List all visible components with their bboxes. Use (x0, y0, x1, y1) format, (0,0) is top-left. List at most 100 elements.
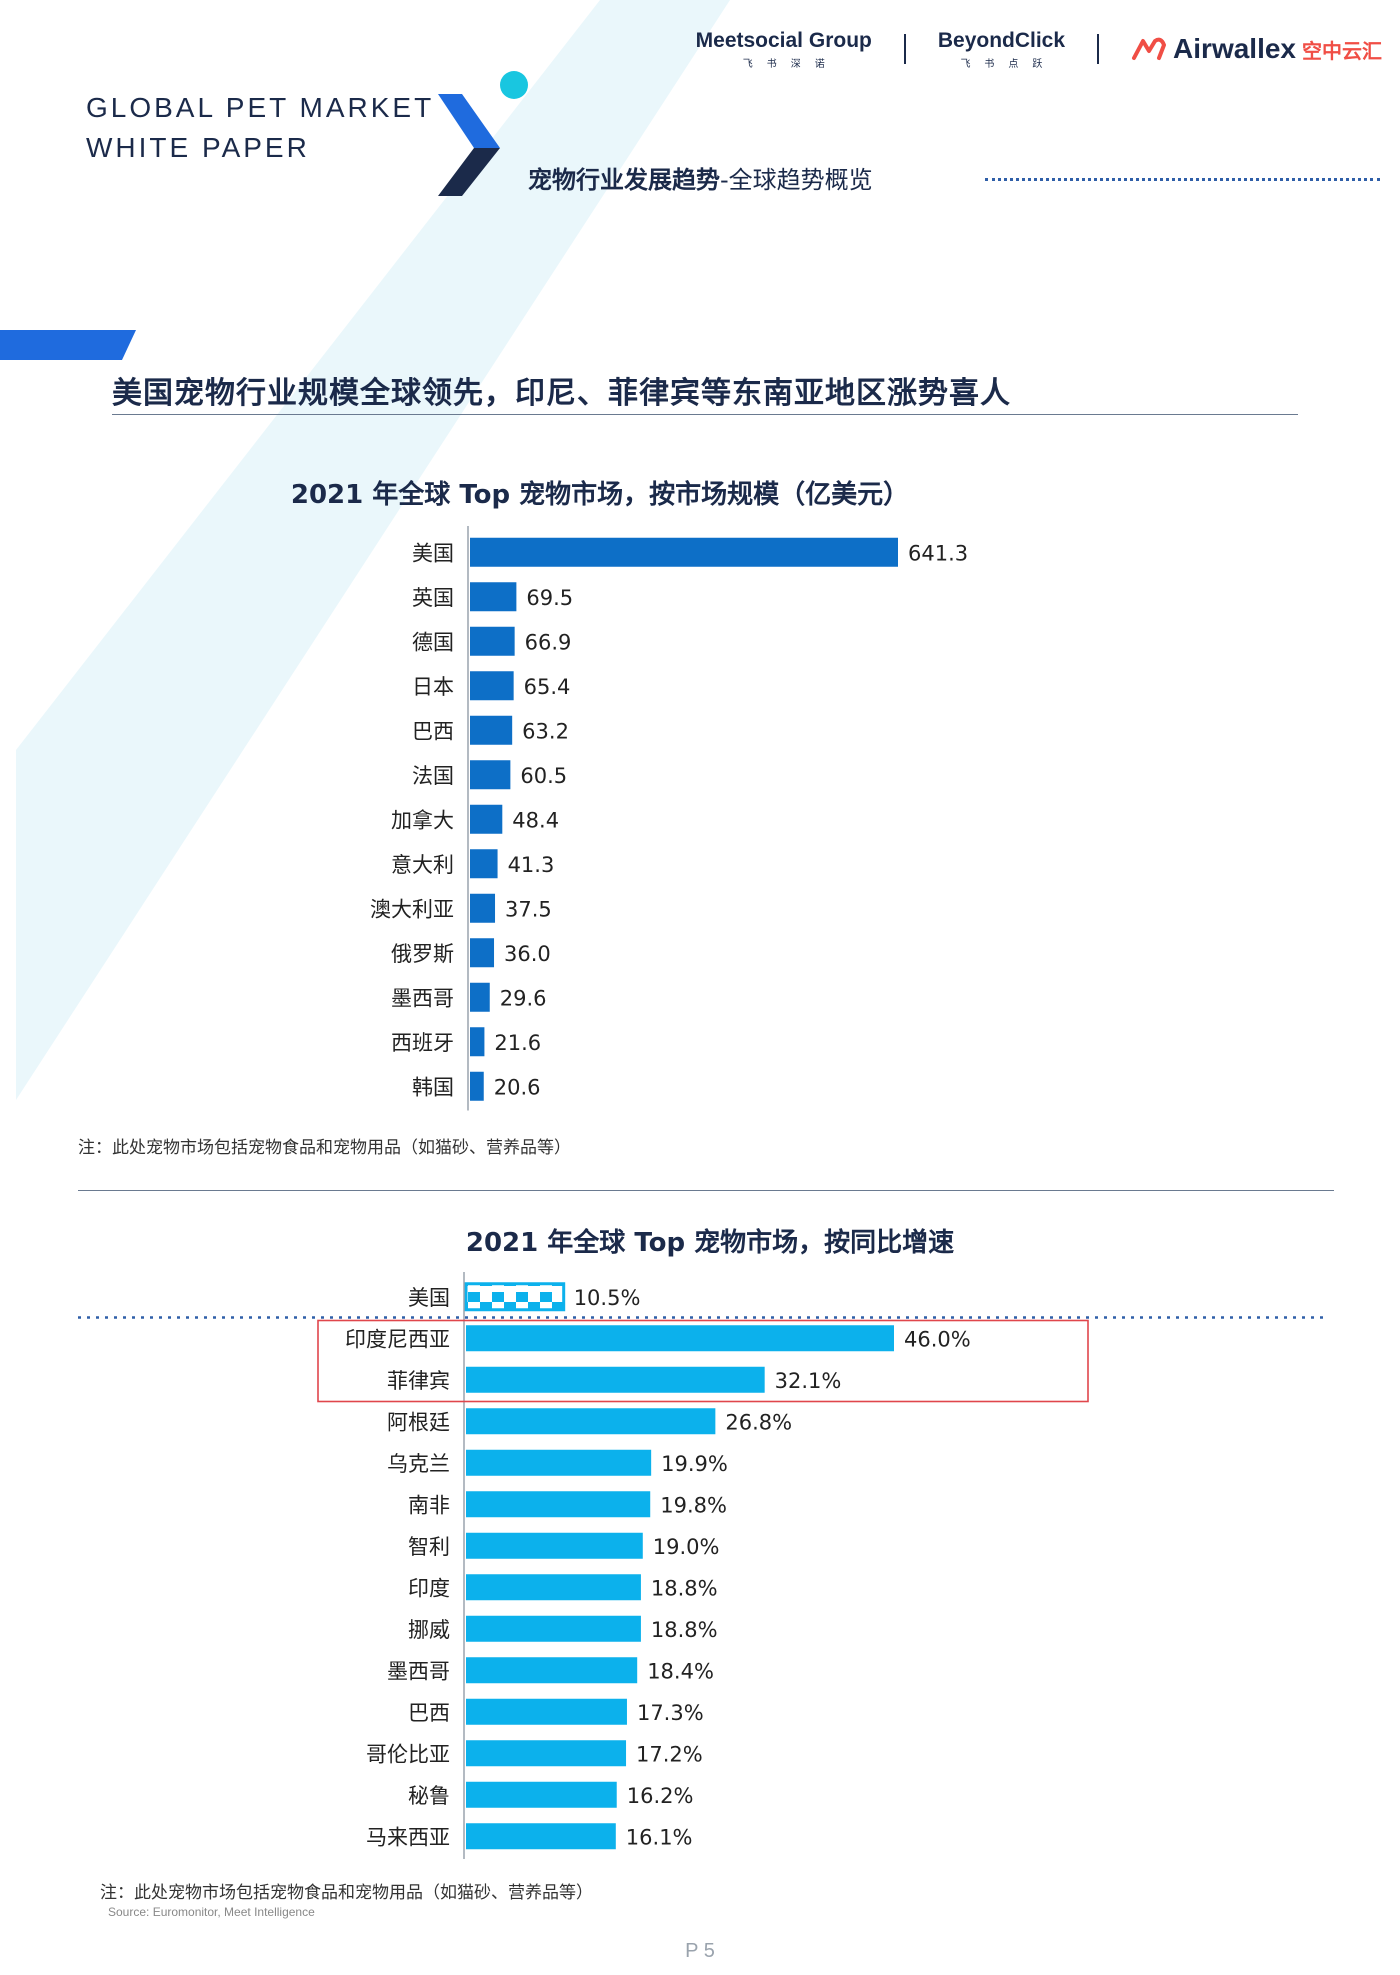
section-dotted-rule (985, 178, 1380, 181)
category-label: 挪威 (408, 1618, 450, 1642)
value-label: 41.3 (508, 853, 555, 877)
meetsocial-logo: Meetsocial Group 飞书深诺 (696, 29, 872, 70)
category-label: 英国 (412, 586, 454, 610)
value-label: 17.3% (637, 1701, 704, 1725)
bar-西班牙 (470, 1027, 485, 1057)
bar-美国 (470, 537, 898, 567)
category-label: 阿根廷 (387, 1410, 450, 1434)
airwallex-logo: Airwallex 空中云汇 (1131, 33, 1382, 65)
category-label: 西班牙 (391, 1031, 454, 1055)
category-label: 韩国 (412, 1075, 454, 1099)
highlight-box (317, 1319, 1089, 1403)
bar-英国 (470, 582, 517, 612)
value-label: 18.8% (651, 1576, 718, 1600)
bar-挪威 (466, 1615, 641, 1642)
category-label: 墨西哥 (387, 1659, 450, 1683)
category-label: 印度尼西亚 (345, 1327, 450, 1351)
airwallex-logo-text: Airwallex (1173, 33, 1296, 64)
value-label: 19.9% (661, 1452, 728, 1476)
value-label: 60.5 (520, 764, 567, 788)
bar-乌克兰 (466, 1449, 652, 1476)
bar-美国 (464, 1282, 566, 1312)
category-label: 巴西 (408, 1701, 450, 1725)
bar-加拿大 (470, 804, 503, 834)
value-label: 21.6 (494, 1031, 541, 1055)
category-label: 南非 (408, 1493, 450, 1517)
airwallex-logo-cn: 空中云汇 (1302, 38, 1382, 63)
value-label: 17.2% (636, 1742, 703, 1766)
chart2-title: 2021 年全球 Top 宠物市场，按同比增速 (465, 1228, 955, 1258)
value-label: 37.5 (505, 897, 552, 921)
main-heading: 美国宠物行业规模全球领先，印尼、菲律宾等东南亚地区涨势喜人 (112, 376, 1011, 411)
white-paper-title: GLOBAL PET MARKET WHITE PAPER (86, 88, 434, 168)
value-label: 48.4 (512, 808, 559, 832)
bar-日本 (470, 671, 514, 701)
bar-法国 (470, 760, 511, 790)
value-label: 36.0 (504, 942, 551, 966)
beyondclick-logo-sub: 飞书点跃 (960, 58, 1057, 70)
value-label: 66.9 (525, 630, 572, 654)
category-label: 俄罗斯 (391, 942, 454, 966)
value-label: 29.6 (500, 986, 547, 1010)
category-label: 美国 (408, 1286, 450, 1310)
value-label: 19.0% (653, 1535, 720, 1559)
bar-马来西亚 (466, 1823, 616, 1850)
value-label: 65.4 (524, 675, 571, 699)
value-label: 19.8% (660, 1493, 727, 1517)
white-paper-title-line2: WHITE PAPER (86, 132, 310, 163)
category-label: 乌克兰 (387, 1452, 450, 1476)
bar-阿根廷 (466, 1408, 716, 1435)
partner-logos: Meetsocial Group 飞书深诺 BeyondClick 飞书点跃 A… (696, 24, 1382, 74)
bar-巴西 (470, 715, 513, 745)
category-label: 菲律宾 (387, 1369, 450, 1393)
value-label: 10.5% (574, 1286, 641, 1310)
chevron-logo-icon (438, 71, 528, 196)
value-label: 16.2% (627, 1784, 694, 1808)
category-label: 法国 (412, 764, 454, 788)
value-label: 32.1% (775, 1369, 842, 1393)
chart-divider (78, 1190, 1334, 1191)
category-label: 秘鲁 (408, 1784, 450, 1808)
growth-rate-chart: 美国 10.5% 印度尼西亚 46.0% 菲律宾 32.1% 阿根廷 26.8% 乌克兰 19.9… (78, 1272, 1325, 1859)
value-label: 26.8% (725, 1410, 792, 1434)
value-label: 641.3 (908, 541, 968, 565)
bar-印度 (466, 1574, 641, 1601)
value-label: 46.0% (904, 1327, 971, 1351)
source-note: Source: Euromonitor, Meet Intelligence (108, 1905, 315, 1919)
main-heading-rule (112, 414, 1298, 415)
bar-意大利 (470, 849, 498, 879)
category-label: 澳大利亚 (370, 897, 454, 921)
chart2-note: 注：此处宠物市场包括宠物食品和宠物用品（如猫砂、营养品等） (100, 1883, 593, 1903)
airwallex-mark-icon (1132, 37, 1167, 60)
section-title-rest: -全球趋势概览 (720, 166, 873, 194)
value-label: 18.4% (647, 1659, 714, 1683)
section-title-strong: 宠物行业发展趋势 (528, 166, 720, 194)
value-label: 16.1% (626, 1825, 693, 1849)
bar-韩国 (470, 1071, 484, 1101)
bar-印度尼西亚 (466, 1325, 894, 1352)
market-size-chart: 美国 641.3 英国 69.5 德国 66.9 日本 65.4 巴西 63.2 法国 60.5 加拿大… (370, 526, 968, 1111)
category-label: 智利 (408, 1535, 450, 1559)
category-label: 美国 (412, 541, 454, 565)
bar-巴西 (466, 1698, 627, 1725)
meetsocial-logo-text: Meetsocial Group (695, 28, 872, 52)
section-title: 宠物行业发展趋势-全球趋势概览 (528, 160, 873, 195)
value-label: 63.2 (522, 719, 569, 743)
bar-俄罗斯 (470, 938, 495, 968)
chart1-note: 注：此处宠物市场包括宠物食品和宠物用品（如猫砂、营养品等） (78, 1138, 571, 1158)
bar-墨西哥 (466, 1657, 638, 1684)
meetsocial-logo-sub: 飞书深诺 (742, 58, 839, 70)
logo-separator (903, 34, 906, 64)
bar-智利 (466, 1532, 643, 1559)
value-label: 69.5 (526, 586, 573, 610)
category-label: 马来西亚 (366, 1825, 450, 1849)
accent-bar (0, 330, 136, 360)
page-number: P 5 (685, 1940, 715, 1962)
bar-德国 (470, 626, 515, 656)
beyondclick-logo: BeyondClick 飞书点跃 (938, 29, 1065, 70)
category-label: 哥伦比亚 (366, 1742, 450, 1766)
bar-南非 (466, 1491, 651, 1518)
bar-菲律宾 (466, 1366, 765, 1393)
logo-separator (1097, 34, 1100, 64)
bar-秘鲁 (466, 1781, 617, 1808)
